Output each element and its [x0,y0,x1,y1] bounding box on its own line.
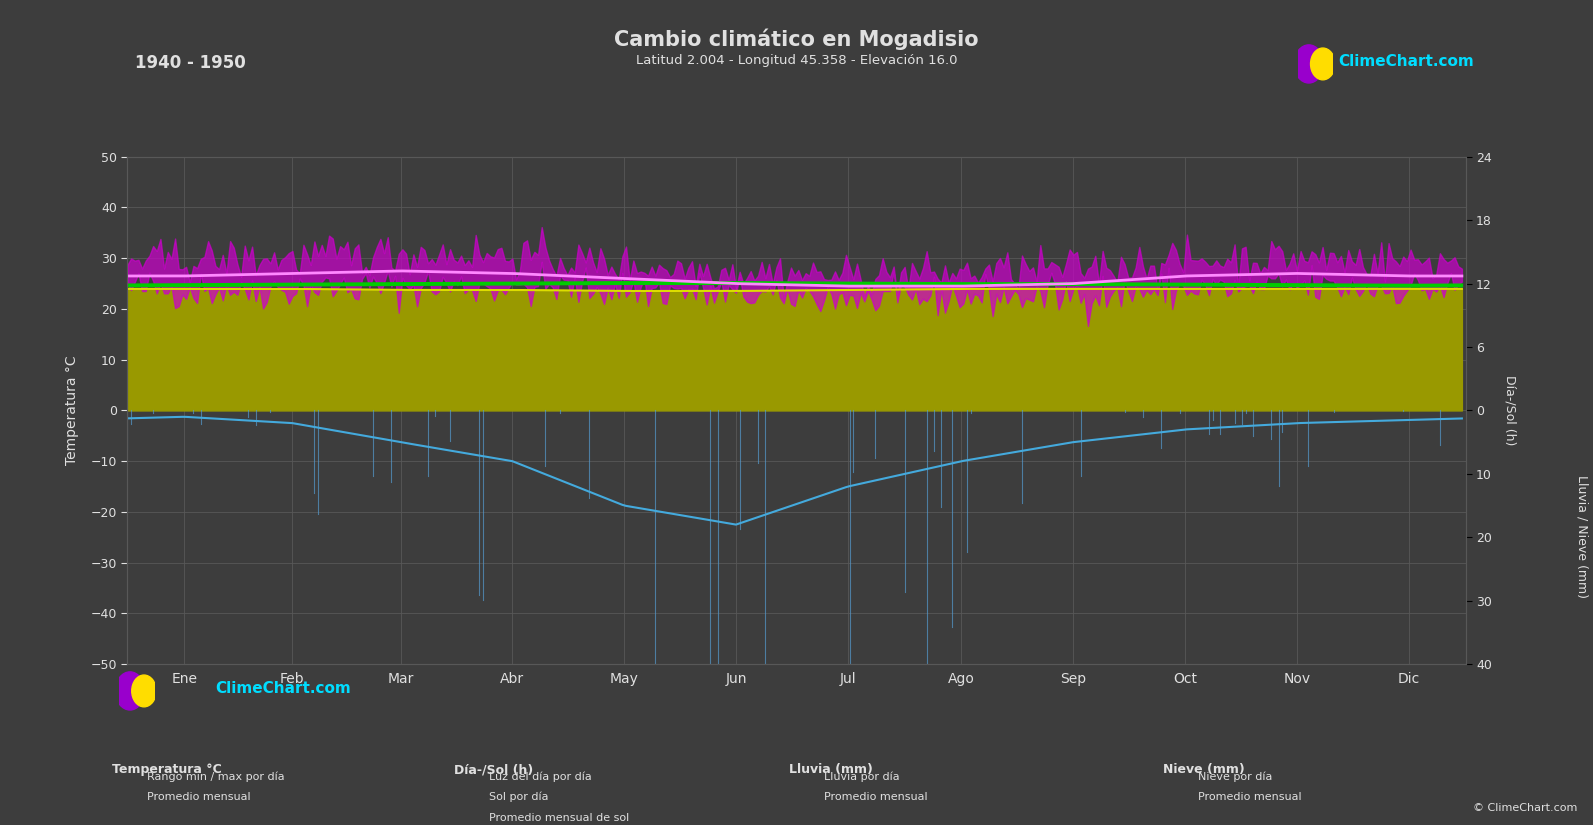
Text: Temperatura °C: Temperatura °C [112,763,221,776]
Text: Promedio mensual: Promedio mensual [147,792,250,802]
Text: Nieve (mm): Nieve (mm) [1163,763,1244,776]
Text: Día-/Sol (h): Día-/Sol (h) [454,763,534,776]
Text: Latitud 2.004 - Longitud 45.358 - Elevación 16.0: Latitud 2.004 - Longitud 45.358 - Elevac… [636,54,957,67]
Text: ClimeChart.com: ClimeChart.com [215,681,350,695]
Text: Nieve por día: Nieve por día [1198,771,1273,781]
Text: Promedio mensual: Promedio mensual [824,792,927,802]
Y-axis label: Día-/Sol (h): Día-/Sol (h) [1504,375,1517,446]
Text: 1940 - 1950: 1940 - 1950 [135,54,247,72]
Circle shape [1294,45,1324,83]
Text: Promedio mensual de sol: Promedio mensual de sol [489,813,629,823]
Text: Cambio climático en Mogadisio: Cambio climático en Mogadisio [615,29,978,50]
Text: Rango min / max por día: Rango min / max por día [147,771,284,781]
Text: Lluvia / Nieve (mm): Lluvia / Nieve (mm) [1575,474,1588,598]
Text: Promedio mensual: Promedio mensual [1198,792,1301,802]
Text: Luz del día por día: Luz del día por día [489,771,593,781]
Circle shape [1311,48,1335,80]
Text: Sol por día: Sol por día [489,792,548,802]
Circle shape [132,675,156,707]
Y-axis label: Temperatura °C: Temperatura °C [65,356,80,465]
Text: Lluvia por día: Lluvia por día [824,771,898,781]
Circle shape [115,672,145,710]
Text: © ClimeChart.com: © ClimeChart.com [1472,803,1577,813]
Text: Lluvia (mm): Lluvia (mm) [789,763,873,776]
Text: ClimeChart.com: ClimeChart.com [1338,54,1474,68]
